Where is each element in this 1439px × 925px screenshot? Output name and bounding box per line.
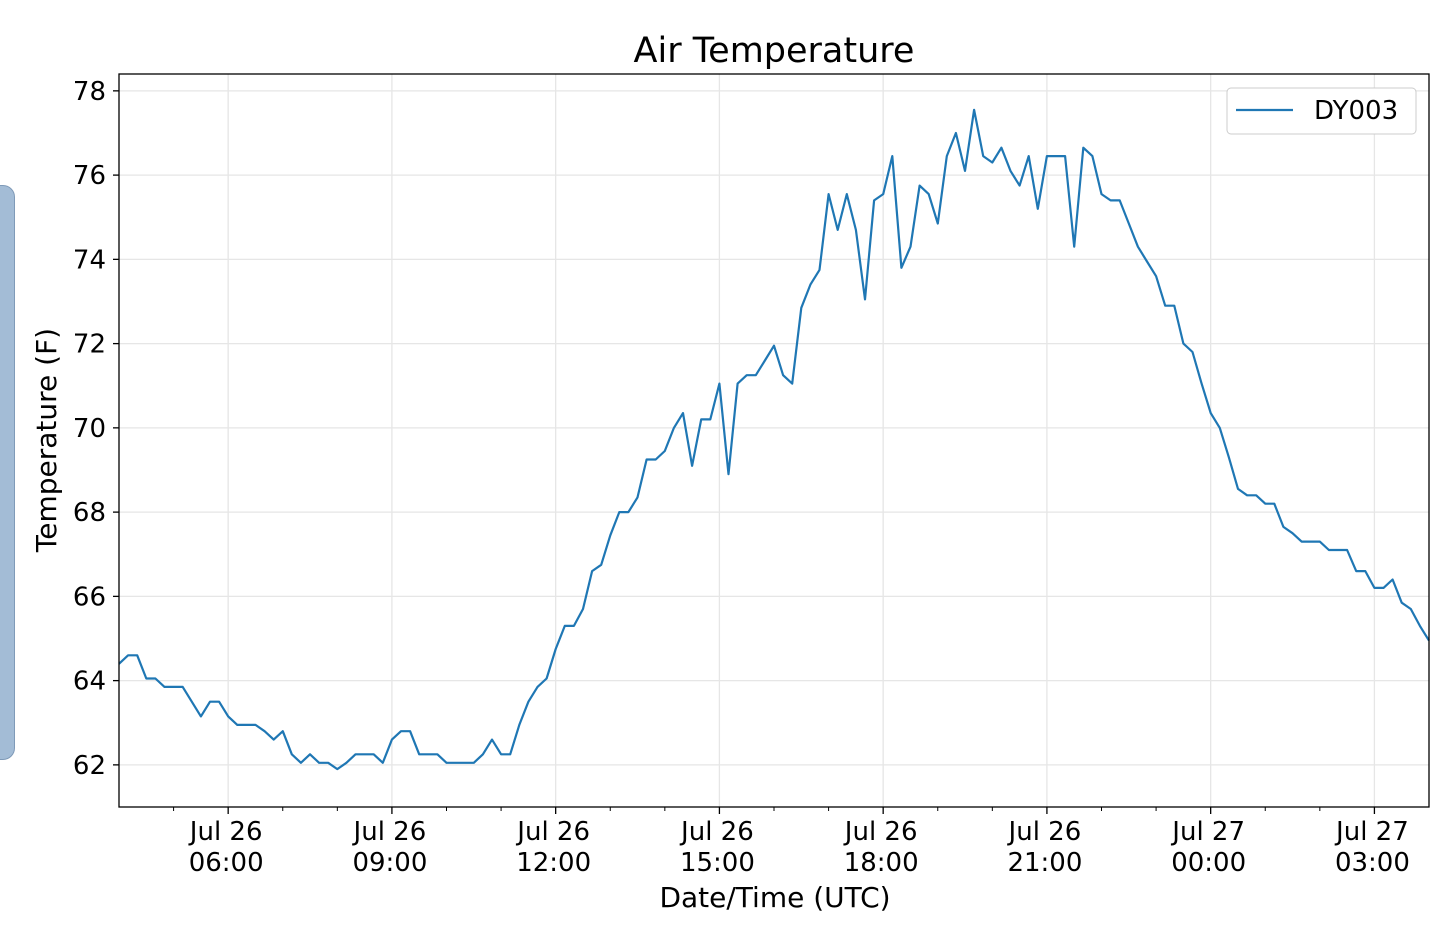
x-axis-label: Date/Time (UTC) <box>659 881 890 914</box>
x-tick-label-date: Jul 26 <box>515 817 590 847</box>
y-tick-label: 70 <box>73 414 106 444</box>
legend: DY003 <box>1226 87 1417 135</box>
series-line-dy003 <box>118 108 1430 771</box>
y-tick-label: 72 <box>73 330 106 360</box>
y-tick-label: 64 <box>73 667 106 697</box>
x-tick-label-time: 12:00 <box>516 848 591 878</box>
y-tick-label: 68 <box>73 498 106 528</box>
plot-frame <box>118 73 1430 808</box>
chart-title: Air Temperature <box>634 31 915 71</box>
x-tick-label-time: 06:00 <box>189 848 264 878</box>
x-tick-label-time: 03:00 <box>1335 848 1410 878</box>
x-tick-label-date: Jul 27 <box>1334 817 1409 847</box>
x-tick-label-date: Jul 26 <box>679 817 754 847</box>
x-tick-label-date: Jul 26 <box>352 817 427 847</box>
x-tick-label-time: 18:00 <box>844 848 919 878</box>
x-tick-label-date: Jul 26 <box>843 817 918 847</box>
y-tick-label: 66 <box>73 582 106 612</box>
y-tick-label: 78 <box>73 77 106 107</box>
y-tick-label: 76 <box>73 161 106 191</box>
y-tick-label: 74 <box>73 245 106 275</box>
x-tick-label-date: Jul 26 <box>1007 817 1082 847</box>
legend-label: DY003 <box>1314 96 1398 126</box>
legend-box <box>1226 87 1417 135</box>
y-tick-label: 62 <box>73 751 106 781</box>
x-tick-label-time: 15:00 <box>680 848 755 878</box>
x-tick-label-time: 09:00 <box>352 848 427 878</box>
x-tick-label-date: Jul 27 <box>1170 817 1245 847</box>
x-tick-label-time: 00:00 <box>1171 848 1246 878</box>
x-tick-label-time: 21:00 <box>1007 848 1082 878</box>
x-tick-label-date: Jul 26 <box>188 817 263 847</box>
y-axis-label: Temperature (F) <box>30 328 63 553</box>
